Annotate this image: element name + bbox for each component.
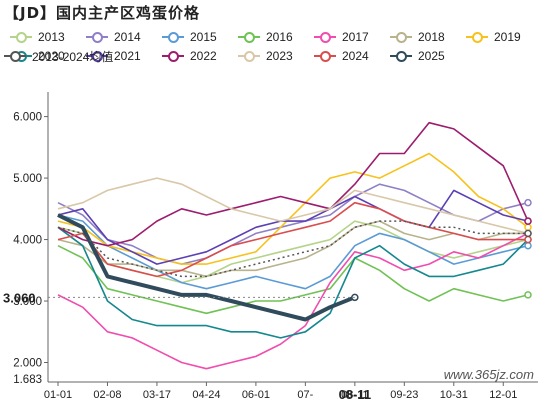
legend-swatch (162, 51, 184, 62)
legend-label: 2024 (342, 49, 369, 63)
current-value-label: 3.060 (3, 290, 36, 305)
watermark: www.365jz.com (444, 367, 534, 382)
series-end-point (524, 241, 532, 250)
legend-swatch (86, 32, 108, 43)
series-line-2020 (57, 226, 529, 339)
legend-label: 2020 (38, 49, 65, 63)
legend-item[interactable]: 2013 (10, 28, 65, 46)
legend-label: 2014 (114, 30, 141, 44)
series-line-2013-2024均值 (57, 220, 528, 278)
legend-label: 2013-2024均值 (32, 49, 114, 64)
series-end-point (524, 291, 532, 299)
x-tick-label: 09-23 (390, 389, 418, 401)
series-line-2015 (57, 214, 529, 290)
series-end-point (524, 229, 532, 238)
y-tick-label: 5.000 (13, 173, 42, 185)
x-tick-label: 12-01 (489, 389, 517, 401)
series-end-point (524, 217, 532, 225)
legend-label: 2016 (266, 30, 293, 44)
legend-label: 2019 (494, 30, 521, 44)
x-tick-label: 03-17 (143, 389, 171, 401)
legend-swatch (162, 32, 184, 43)
legend-label: 2017 (342, 30, 369, 44)
legend-label: 2021 (114, 49, 141, 63)
x-tick-label: 04-24 (192, 389, 220, 401)
series-end-point (524, 223, 532, 232)
chart-title: 【JD】国内主产区鸡蛋价格 (4, 4, 201, 22)
legend-item[interactable]: 2018 (390, 28, 445, 46)
series-end-point (524, 235, 532, 244)
legend-swatch (238, 51, 260, 62)
legend-item[interactable]: 2014 (86, 28, 141, 46)
legend-item[interactable]: 2022 (162, 47, 217, 65)
legend-label: 2023 (266, 49, 293, 63)
legend-swatch (238, 32, 260, 43)
series-line-2023 (57, 177, 529, 235)
series-line-2017 (57, 232, 529, 370)
x-tick-label: 10-31 (440, 389, 468, 401)
series-line-2016 (57, 244, 529, 315)
series-line-2021 (57, 189, 529, 265)
x-tick-label: 06-01 (242, 389, 270, 401)
y-tick-label: 3.000 (13, 296, 42, 308)
legend: 2013 2014 2015 2016 2017 2018 2019 2020 2021 2022… (0, 28, 550, 84)
legend-item[interactable]: 2019 (466, 28, 521, 46)
x-tick-label: 01-01 (44, 389, 72, 401)
current-date-label: 08-11 (339, 387, 372, 402)
x-tick-label: 02-08 (93, 389, 121, 401)
legend-label: 2018 (418, 30, 445, 44)
series-line-2022 (57, 121, 529, 247)
series-line-2019 (57, 152, 529, 265)
legend-swatch (390, 51, 412, 62)
series-line-2025 (57, 213, 356, 322)
legend-label: 2025 (418, 49, 445, 63)
x-tick-label: 07- (297, 389, 313, 401)
y-tick-label: 2.000 (13, 358, 42, 370)
legend-item[interactable]: 2025 (390, 47, 445, 65)
legend-swatch (10, 32, 32, 43)
legend-swatch (314, 32, 336, 43)
series-end-point (524, 198, 532, 207)
legend-item[interactable]: 2023 (238, 47, 293, 65)
legend-item[interactable]: 2016 (238, 28, 293, 46)
legend-label: 2022 (190, 49, 217, 63)
legend-item[interactable]: 2021 (86, 47, 141, 65)
legend-item[interactable]: 2013-2024均值 (4, 47, 113, 65)
y-tick-label: 4.000 (13, 235, 42, 247)
y-min-label: 1.683 (13, 374, 42, 386)
legend-item[interactable]: 2015 (162, 28, 217, 46)
series-line-2024 (57, 201, 528, 278)
legend-swatch (4, 51, 26, 62)
legend-item[interactable]: 2017 (314, 28, 369, 46)
legend-swatch (86, 51, 108, 62)
series-line-2014 (57, 183, 529, 265)
legend-label: 2015 (190, 30, 217, 44)
legend-swatch (390, 32, 412, 43)
x-tick-label: 08-11 (341, 389, 368, 401)
legend-label: 2013 (38, 30, 65, 44)
legend-swatch (314, 51, 336, 62)
legend-item[interactable]: 2024 (314, 47, 369, 65)
y-tick-label: 6.000 (13, 112, 42, 124)
legend-swatch (466, 32, 488, 43)
